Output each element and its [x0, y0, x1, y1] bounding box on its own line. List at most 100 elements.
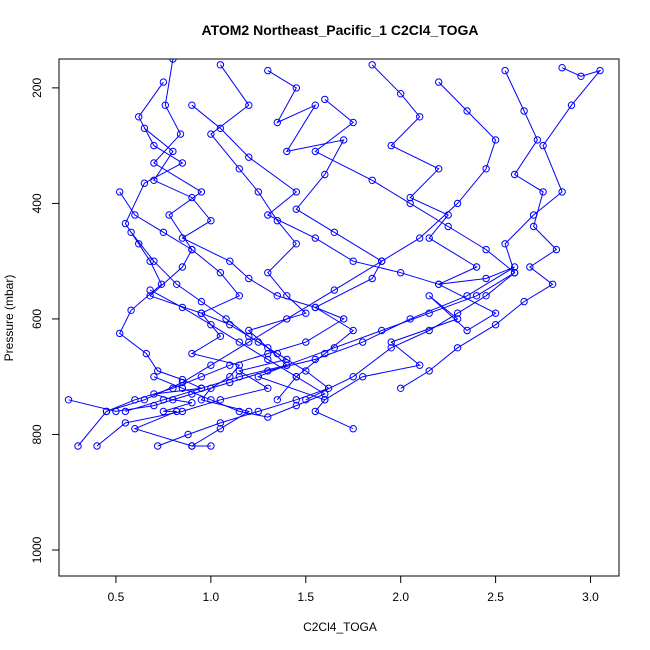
data-point: [359, 373, 367, 381]
data-point: [529, 211, 538, 219]
data-point: [184, 430, 192, 439]
data-point: [264, 413, 272, 421]
data-point: [178, 234, 187, 242]
data-point: [529, 222, 538, 231]
data-point: [491, 321, 500, 329]
data-point: [142, 349, 151, 358]
data-point: [453, 344, 462, 352]
data-point: [264, 344, 272, 352]
data-point: [444, 222, 452, 231]
data-point: [378, 326, 386, 335]
data-point: [273, 396, 281, 404]
data-point: [131, 211, 139, 219]
data-point: [425, 309, 433, 317]
data-point: [482, 292, 490, 300]
data-point: [501, 66, 509, 75]
data-point: [273, 118, 281, 127]
data-point: [292, 373, 300, 381]
data-point: [121, 419, 130, 427]
data-point: [121, 407, 130, 416]
data-point: [102, 407, 111, 416]
x-axis-label: C2Cl4_TOGA: [303, 620, 377, 634]
data-point: [548, 280, 557, 288]
data-point: [311, 234, 319, 242]
data-point: [197, 297, 206, 306]
data-point: [140, 179, 149, 187]
series-line-14: [149, 289, 326, 418]
data-point: [349, 257, 357, 265]
data-point: [235, 338, 244, 346]
data-point: [273, 349, 281, 358]
data-point: [222, 315, 230, 323]
data-point: [397, 269, 405, 277]
data-point: [520, 297, 528, 306]
data-point: [425, 326, 433, 335]
data-point: [330, 344, 338, 352]
x-tick-label: 3.0: [582, 590, 599, 604]
data-point: [482, 245, 490, 254]
data-point: [154, 367, 162, 375]
data-point: [406, 193, 414, 202]
data-point: [435, 78, 443, 86]
data-point: [311, 101, 319, 109]
y-tick-label: 1000: [30, 536, 44, 563]
data-point: [533, 136, 542, 144]
data-point: [216, 269, 225, 277]
data-point: [245, 338, 253, 346]
data-point: [406, 199, 414, 208]
data-point: [425, 292, 433, 300]
data-point: [463, 107, 471, 115]
data-point: [146, 286, 154, 294]
y-tick-label: 400: [30, 193, 44, 213]
data-point: [330, 228, 338, 237]
data-point: [539, 188, 547, 196]
data-point: [520, 107, 528, 115]
data-point: [453, 309, 462, 317]
data-point: [491, 309, 500, 317]
data-point: [150, 141, 158, 150]
data-point: [197, 396, 206, 404]
data-point: [178, 384, 187, 392]
data-point: [349, 326, 357, 335]
data-point: [140, 396, 149, 404]
data-point: [558, 188, 566, 196]
data-point: [169, 147, 177, 156]
data-point: [131, 425, 139, 433]
data-point: [245, 332, 253, 340]
data-point: [368, 61, 376, 69]
data-point: [491, 136, 500, 144]
data-point: [311, 147, 319, 156]
data-point: [463, 326, 471, 335]
data-point: [472, 292, 481, 300]
data-point: [324, 384, 333, 392]
data-point: [235, 165, 244, 173]
data-point: [311, 407, 319, 416]
y-tick-label: 600: [30, 309, 44, 329]
data-point: [321, 170, 329, 179]
data-point: [453, 199, 462, 208]
data-point: [216, 124, 225, 133]
data-point: [435, 280, 443, 288]
data-point: [435, 165, 443, 173]
data-point: [596, 66, 604, 75]
data-point: [207, 442, 215, 450]
data-point: [207, 396, 215, 404]
series-layer: [64, 59, 604, 450]
series-line-6: [400, 70, 558, 389]
data-point: [245, 101, 253, 109]
data-point: [116, 188, 124, 196]
data-point: [577, 72, 585, 81]
data-point: [178, 159, 187, 167]
y-tick-label: 800: [30, 424, 44, 444]
data-point: [397, 384, 405, 392]
data-point: [173, 280, 181, 288]
data-point: [330, 286, 338, 294]
data-point: [273, 292, 281, 300]
series-line-5: [324, 64, 497, 401]
data-point: [292, 240, 300, 248]
data-point: [264, 211, 272, 219]
data-point: [340, 315, 348, 323]
data-point: [552, 245, 561, 254]
y-axis: 200 400 600 800 1000: [30, 78, 60, 563]
data-point: [311, 303, 319, 312]
